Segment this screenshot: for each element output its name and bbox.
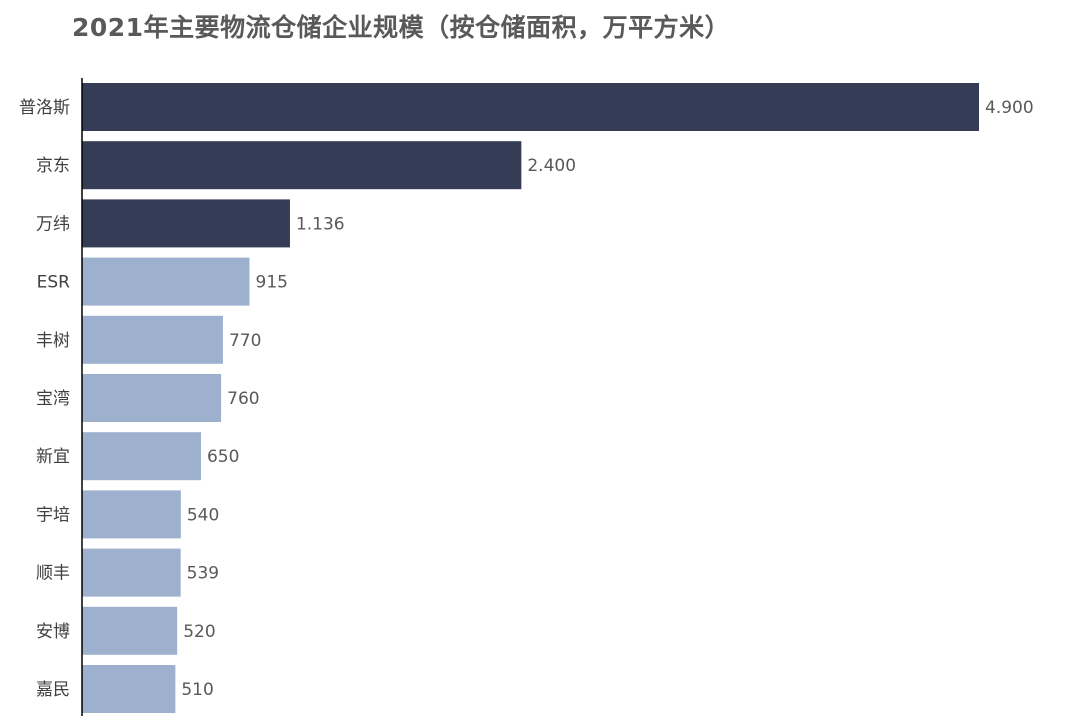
value-label-7: 540: [187, 505, 219, 525]
value-label-0: 4.900: [985, 98, 1034, 118]
bar-8: [82, 548, 181, 597]
value-label-4: 770: [229, 331, 261, 351]
bar-4: [82, 315, 223, 364]
bar-0: [82, 83, 979, 131]
value-label-1: 2.400: [527, 156, 576, 176]
bar-5: [82, 374, 222, 422]
bar-6: [82, 432, 201, 481]
bar-3: [82, 257, 250, 306]
category-label-7: 宇培: [36, 505, 70, 525]
category-label-0: 普洛斯: [19, 98, 70, 118]
category-label-2: 万纬: [36, 214, 70, 234]
bar-1: [82, 141, 522, 190]
bar-10: [82, 665, 176, 713]
category-label-10: 嘉民: [36, 680, 70, 700]
category-label-5: 宝湾: [36, 389, 70, 409]
bar-7: [82, 490, 181, 539]
value-label-9: 520: [183, 622, 215, 642]
bar-9: [82, 606, 178, 655]
value-label-3: 915: [256, 273, 288, 293]
value-label-6: 650: [207, 447, 239, 467]
chart-title: 2021年主要物流仓储企业规模（按仓储面积，万平方米）: [72, 13, 731, 42]
category-label-9: 安博: [36, 622, 70, 642]
value-label-2: 1.136: [296, 214, 345, 234]
value-label-10: 510: [181, 680, 213, 700]
category-label-8: 顺丰: [36, 564, 70, 584]
value-label-5: 760: [227, 389, 259, 409]
category-label-4: 丰树: [36, 331, 70, 351]
value-label-8: 539: [187, 564, 219, 584]
bar-2: [82, 199, 290, 248]
category-label-6: 新宜: [36, 447, 70, 467]
category-label-3: ESR: [37, 273, 71, 293]
category-label-1: 京东: [36, 156, 70, 176]
